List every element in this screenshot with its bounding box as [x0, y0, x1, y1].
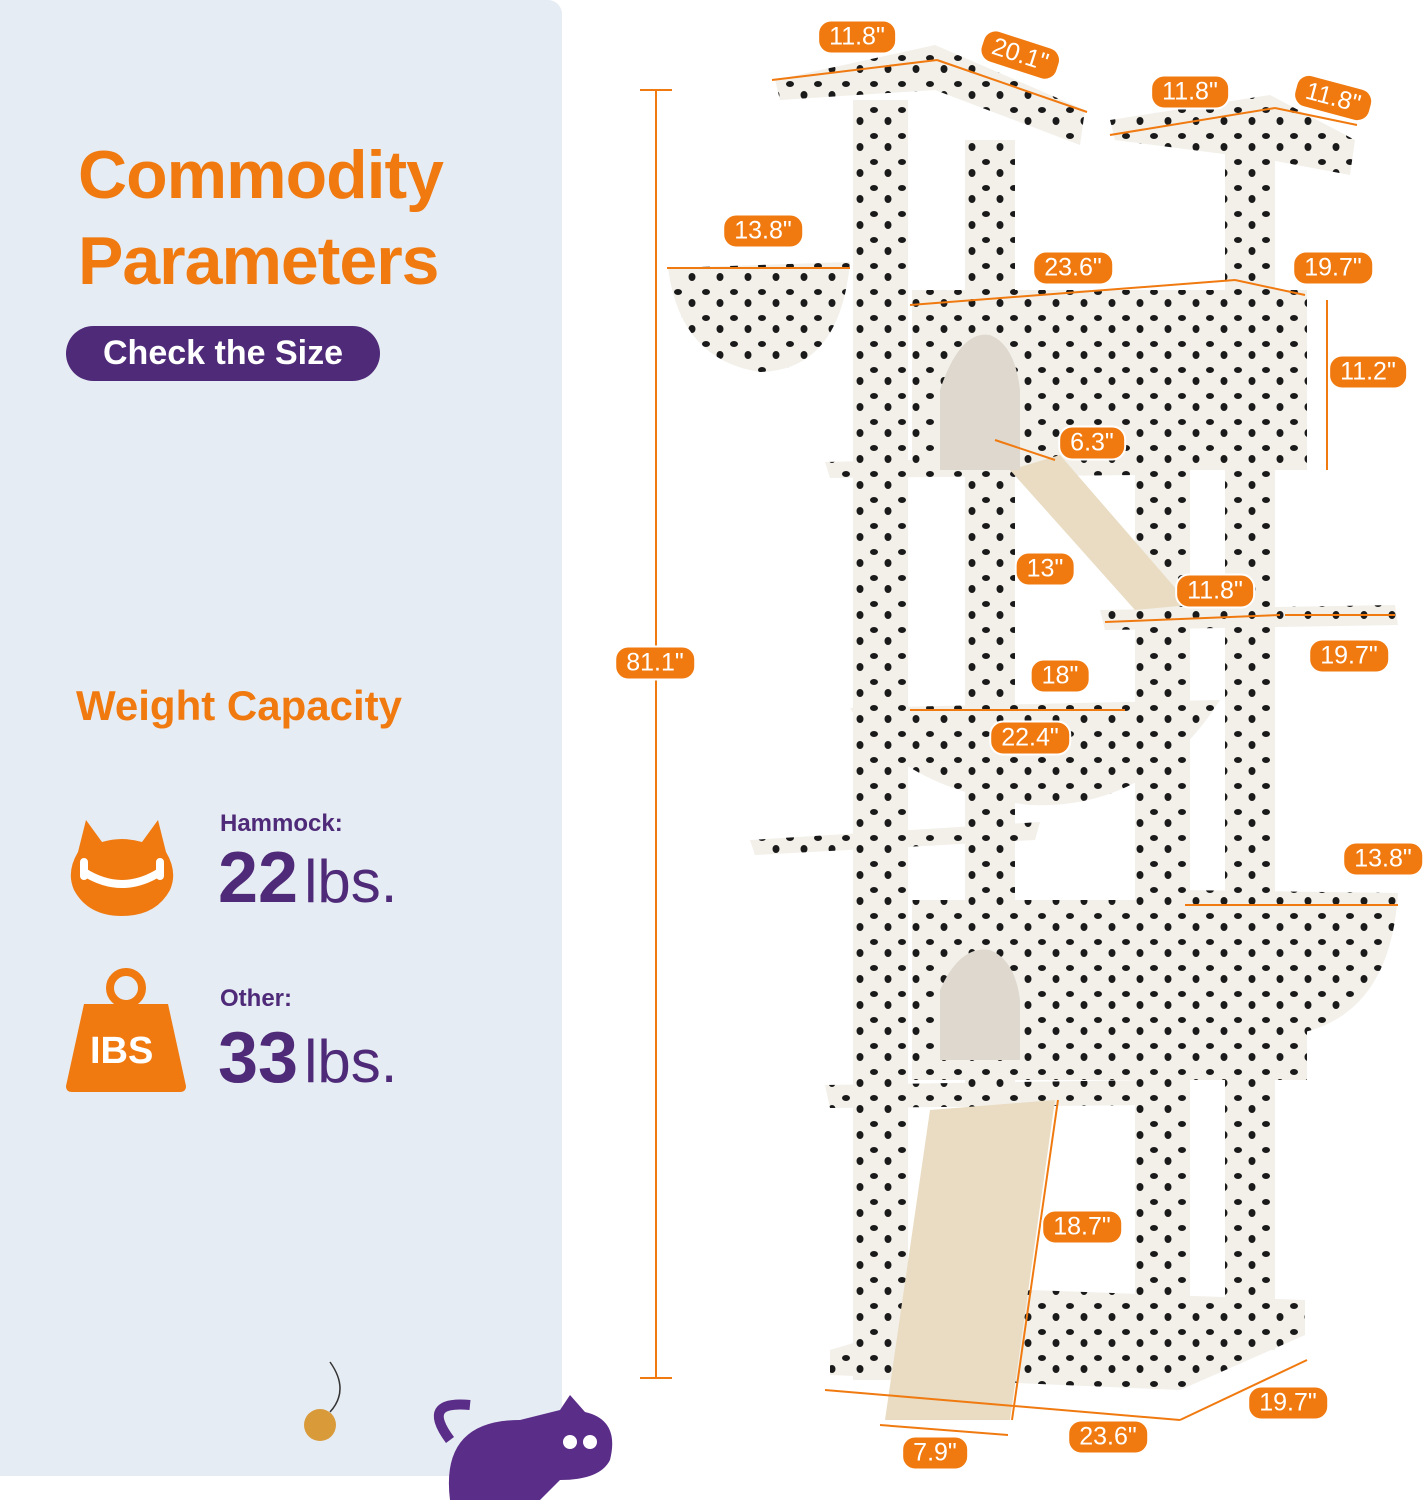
dim-mid-platform-depth: 11.8" — [1175, 573, 1255, 609]
other-weight-unit: lbs. — [304, 1028, 398, 1095]
dim-hammock-depth: 18" — [1029, 658, 1091, 694]
dim-base-depth: 19.7" — [1247, 1385, 1329, 1421]
weight-icon-text: IBS — [90, 1030, 154, 1072]
dim-upper-condo-height: 11.2" — [1328, 354, 1408, 390]
title-line-2: Parameters — [78, 223, 439, 299]
dim-top-right-width: 11.8" — [1150, 74, 1230, 110]
dim-ladder-length: 13" — [1014, 551, 1076, 587]
weight-icon — [66, 968, 186, 1092]
page-title: Commodity Parameters — [78, 132, 444, 304]
dim-ramp-length: 18.7" — [1041, 1209, 1123, 1245]
dim-ramp-width: 7.9" — [901, 1435, 969, 1471]
dim-upper-basket: 13.8" — [722, 213, 804, 249]
info-panel — [0, 0, 562, 1476]
hammock-weight-unit: lbs. — [304, 848, 398, 915]
dim-upper-condo-width: 23.6" — [1032, 250, 1114, 286]
dim-upper-condo-depth: 19.7" — [1292, 250, 1374, 286]
other-weight-value: 33 — [218, 1018, 299, 1098]
other-weight: 33 lbs. — [218, 1022, 397, 1098]
dim-top-left-width: 11.8" — [817, 19, 897, 55]
hammock-weight: 22 lbs. — [218, 842, 397, 918]
hammock-weight-value: 22 — [218, 838, 299, 918]
hammock-label: Hammock: — [220, 810, 343, 837]
weight-capacity-heading: Weight Capacity — [76, 682, 402, 729]
dim-mid-platform-width: 19.7" — [1308, 638, 1390, 674]
purple-cat-decoration — [433, 1395, 613, 1500]
dim-ladder-width: 6.3" — [1058, 425, 1126, 461]
title-line-1: Commodity — [78, 137, 444, 213]
dim-lower-basket: 13.8" — [1342, 841, 1424, 877]
cat-hammock-icon — [70, 820, 174, 916]
dim-base-width: 23.6" — [1067, 1419, 1149, 1455]
yarn-ball-decoration — [304, 1361, 341, 1441]
dim-hammock-width: 22.4" — [989, 720, 1071, 756]
check-size-badge: Check the Size — [66, 326, 380, 381]
dim-total-height: 81.1" — [614, 645, 696, 681]
other-label: Other: — [220, 985, 292, 1012]
